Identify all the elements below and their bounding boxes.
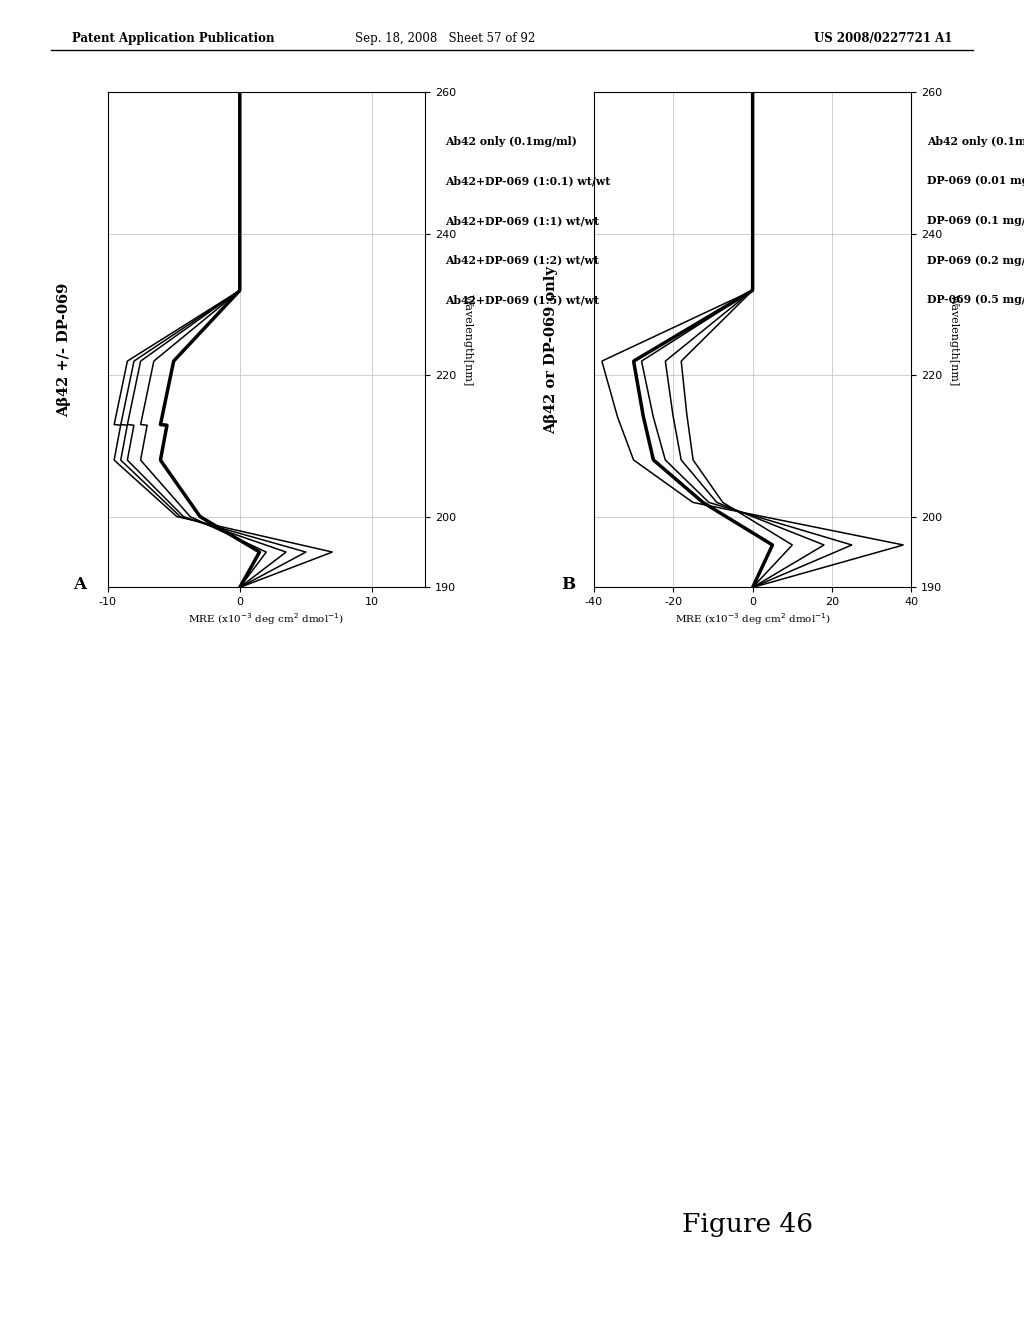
Text: Sep. 18, 2008   Sheet 57 of 92: Sep. 18, 2008 Sheet 57 of 92: [355, 32, 536, 45]
Text: US 2008/0227721 A1: US 2008/0227721 A1: [814, 32, 952, 45]
Y-axis label: Wavelength[nm]: Wavelength[nm]: [463, 294, 473, 385]
Text: Ab42 only (0.1mg/ml): Ab42 only (0.1mg/ml): [927, 136, 1024, 147]
Text: Ab42+DP-069 (1:0.1) wt/wt: Ab42+DP-069 (1:0.1) wt/wt: [445, 176, 610, 186]
Text: B: B: [561, 577, 575, 593]
Text: DP-069 (0.1 mg/ml): DP-069 (0.1 mg/ml): [927, 215, 1024, 226]
Text: Ab42 only (0.1mg/ml): Ab42 only (0.1mg/ml): [445, 136, 578, 147]
Text: DP-069 (0.5 mg/ml): DP-069 (0.5 mg/ml): [927, 294, 1024, 305]
Text: Ab42+DP-069 (1:5) wt/wt: Ab42+DP-069 (1:5) wt/wt: [445, 294, 600, 305]
Text: Aβ42 or DP-069 only: Aβ42 or DP-069 only: [544, 265, 558, 434]
Text: Ab42+DP-069 (1:2) wt/wt: Ab42+DP-069 (1:2) wt/wt: [445, 255, 599, 265]
Text: Aβ42 +/- DP-069: Aβ42 +/- DP-069: [57, 282, 72, 417]
X-axis label: MRE (x10$^{-3}$ deg cm$^{2}$ dmol$^{-1}$): MRE (x10$^{-3}$ deg cm$^{2}$ dmol$^{-1}$…: [675, 611, 830, 627]
X-axis label: MRE (x10$^{-3}$ deg cm$^{2}$ dmol$^{-1}$): MRE (x10$^{-3}$ deg cm$^{2}$ dmol$^{-1}$…: [188, 611, 344, 627]
Text: Figure 46: Figure 46: [682, 1213, 813, 1237]
Text: A: A: [74, 577, 86, 593]
Text: DP-069 (0.01 mg/ml): DP-069 (0.01 mg/ml): [927, 176, 1024, 186]
Text: Ab42+DP-069 (1:1) wt/wt: Ab42+DP-069 (1:1) wt/wt: [445, 215, 600, 226]
Y-axis label: Wavelength[nm]: Wavelength[nm]: [949, 294, 959, 385]
Text: Patent Application Publication: Patent Application Publication: [72, 32, 274, 45]
Text: DP-069 (0.2 mg/ml): DP-069 (0.2 mg/ml): [927, 255, 1024, 265]
